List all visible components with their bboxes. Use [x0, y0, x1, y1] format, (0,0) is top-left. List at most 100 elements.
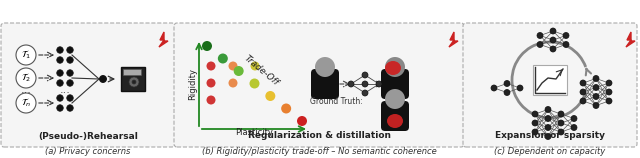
Text: $\mathcal{T}_2$: $\mathcal{T}_2$ — [21, 72, 31, 84]
FancyBboxPatch shape — [381, 101, 409, 131]
Ellipse shape — [387, 114, 403, 128]
Circle shape — [545, 134, 551, 140]
Circle shape — [606, 80, 612, 86]
Circle shape — [67, 47, 73, 53]
Circle shape — [281, 103, 291, 113]
Text: Rigidity: Rigidity — [189, 68, 198, 100]
Circle shape — [67, 70, 73, 76]
Polygon shape — [449, 32, 458, 47]
Circle shape — [537, 33, 543, 39]
Text: Expansion or sparsity: Expansion or sparsity — [495, 131, 605, 140]
FancyBboxPatch shape — [381, 69, 409, 99]
Circle shape — [593, 85, 599, 91]
Circle shape — [67, 105, 73, 111]
Circle shape — [207, 79, 216, 88]
Text: Plasticity: Plasticity — [235, 128, 273, 137]
Circle shape — [593, 76, 599, 82]
Text: (b) Rigidity/plasticity trade-off – No semantic coherence: (b) Rigidity/plasticity trade-off – No s… — [202, 146, 436, 155]
Circle shape — [202, 41, 212, 51]
FancyBboxPatch shape — [123, 69, 141, 75]
Circle shape — [207, 61, 216, 70]
Circle shape — [57, 47, 63, 53]
Circle shape — [67, 57, 73, 63]
Text: (Pseudo-)Rehearsal: (Pseudo-)Rehearsal — [38, 131, 138, 140]
Circle shape — [545, 125, 551, 131]
FancyBboxPatch shape — [174, 23, 464, 147]
Circle shape — [580, 80, 586, 86]
Circle shape — [558, 120, 564, 126]
Ellipse shape — [385, 61, 401, 75]
Text: (c) Dependent on capacity: (c) Dependent on capacity — [494, 146, 605, 155]
Polygon shape — [626, 32, 635, 47]
Circle shape — [57, 80, 63, 86]
Circle shape — [266, 91, 275, 101]
Circle shape — [550, 37, 556, 43]
Circle shape — [16, 93, 36, 113]
Circle shape — [57, 95, 63, 101]
Circle shape — [99, 76, 106, 82]
Circle shape — [16, 68, 36, 88]
Circle shape — [558, 129, 564, 135]
Circle shape — [571, 115, 577, 122]
Circle shape — [228, 79, 237, 88]
Text: ...: ... — [20, 85, 31, 95]
Circle shape — [129, 77, 139, 87]
Circle shape — [563, 33, 569, 39]
Circle shape — [580, 89, 586, 95]
Circle shape — [67, 80, 73, 86]
Circle shape — [550, 46, 556, 52]
Circle shape — [250, 79, 259, 88]
Circle shape — [545, 115, 551, 122]
Circle shape — [593, 94, 599, 100]
Circle shape — [504, 89, 510, 95]
Circle shape — [362, 72, 368, 78]
Circle shape — [537, 42, 543, 48]
Circle shape — [532, 111, 538, 117]
Circle shape — [532, 129, 538, 135]
Text: Trade-Off: Trade-Off — [242, 54, 280, 88]
FancyBboxPatch shape — [463, 23, 637, 147]
Circle shape — [362, 90, 368, 96]
FancyBboxPatch shape — [311, 69, 339, 99]
Circle shape — [16, 45, 36, 65]
Circle shape — [558, 111, 564, 117]
Circle shape — [606, 98, 612, 104]
Text: $\mathcal{T}_n$: $\mathcal{T}_n$ — [21, 97, 31, 109]
Circle shape — [362, 81, 368, 87]
Polygon shape — [159, 32, 168, 47]
Circle shape — [606, 89, 612, 95]
Text: Ground Truth:: Ground Truth: — [310, 97, 363, 106]
Circle shape — [234, 66, 244, 76]
Circle shape — [571, 125, 577, 131]
Circle shape — [504, 80, 510, 86]
Circle shape — [376, 81, 382, 87]
Circle shape — [132, 80, 136, 84]
Circle shape — [315, 57, 335, 77]
Circle shape — [563, 42, 569, 48]
Circle shape — [57, 105, 63, 111]
FancyBboxPatch shape — [533, 65, 567, 95]
Circle shape — [517, 85, 523, 91]
Circle shape — [550, 28, 556, 34]
FancyBboxPatch shape — [121, 67, 145, 91]
Text: (a) Privacy concerns: (a) Privacy concerns — [45, 146, 131, 155]
Circle shape — [385, 89, 405, 109]
Circle shape — [218, 54, 228, 64]
Text: ...: ... — [60, 85, 70, 95]
FancyBboxPatch shape — [1, 23, 175, 147]
Circle shape — [67, 95, 73, 101]
Circle shape — [57, 70, 63, 76]
Circle shape — [348, 81, 354, 87]
Circle shape — [593, 103, 599, 109]
Text: $\mathcal{T}_1$: $\mathcal{T}_1$ — [21, 49, 31, 61]
Circle shape — [385, 57, 405, 77]
Circle shape — [57, 57, 63, 63]
Circle shape — [545, 106, 551, 112]
Circle shape — [228, 61, 237, 70]
Circle shape — [532, 120, 538, 126]
Circle shape — [491, 85, 497, 91]
Circle shape — [297, 116, 307, 126]
Circle shape — [250, 61, 259, 70]
Text: Regularization & distillation: Regularization & distillation — [248, 131, 390, 140]
Circle shape — [207, 95, 216, 104]
